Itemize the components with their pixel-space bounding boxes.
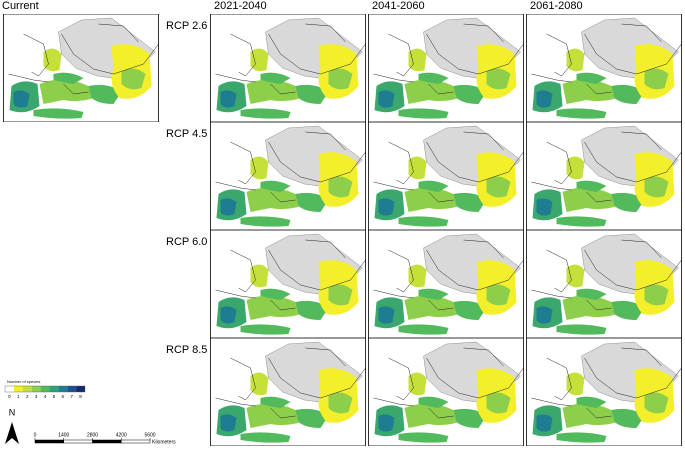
scale-label: 4200: [116, 432, 127, 438]
projection-map: [210, 230, 366, 338]
legend-swatch: [58, 386, 68, 392]
scale-label: 5600: [144, 432, 155, 438]
row-label: RCP 4.5: [166, 128, 207, 140]
legend-swatch: [67, 386, 77, 392]
legend-tick: 4: [44, 394, 47, 399]
scale-label: 0: [34, 432, 37, 438]
row-label: RCP 2.6: [166, 20, 207, 32]
legend-title: Number of species: [7, 379, 40, 384]
legend-swatch: [22, 386, 32, 392]
projection-map: [526, 14, 682, 122]
legend-tick: 6: [62, 394, 65, 399]
legend-tick: 2: [26, 394, 29, 399]
legend-swatch: [5, 386, 14, 392]
legend-tick: 0: [8, 394, 11, 399]
north-label: N: [9, 407, 16, 417]
scale-segment: [121, 439, 151, 444]
legend-swatch: [49, 386, 59, 392]
legend-swatch: [76, 386, 85, 392]
current-map: [2, 14, 160, 122]
current-label: Current: [2, 0, 39, 12]
projection-map: [368, 230, 524, 338]
scale-label: 1400: [58, 432, 69, 438]
projection-map: [526, 122, 682, 230]
projection-map: [368, 338, 524, 446]
scale-segment: [92, 439, 122, 444]
projection-map: [526, 230, 682, 338]
projection-map: [368, 14, 524, 122]
column-header: 2041-2060: [372, 0, 425, 12]
projection-map: [210, 14, 366, 122]
legend-tick: 7: [70, 394, 73, 399]
row-label: RCP 8.5: [166, 344, 207, 356]
projection-map: [368, 122, 524, 230]
scale-label: 2800: [87, 432, 98, 438]
legend-tick: 3: [35, 394, 38, 399]
legend-frame: [4, 385, 86, 393]
column-header: 2021-2040: [214, 0, 267, 12]
projection-map: [526, 338, 682, 446]
legend-tick: 1: [17, 394, 20, 399]
legend-tick: 5: [53, 394, 56, 399]
scale-segment: [34, 439, 64, 444]
legend-tick: 8: [79, 394, 82, 399]
north-arrow: [5, 422, 19, 444]
projection-map: [210, 122, 366, 230]
scale-unit: Kilometers: [152, 439, 176, 445]
legend-swatch: [13, 386, 23, 392]
projection-map: [210, 338, 366, 446]
legend-swatch: [31, 386, 41, 392]
row-label: RCP 6.0: [166, 236, 207, 248]
column-header: 2061-2080: [530, 0, 583, 12]
legend-swatch: [40, 386, 50, 392]
scale-segment: [63, 439, 93, 444]
